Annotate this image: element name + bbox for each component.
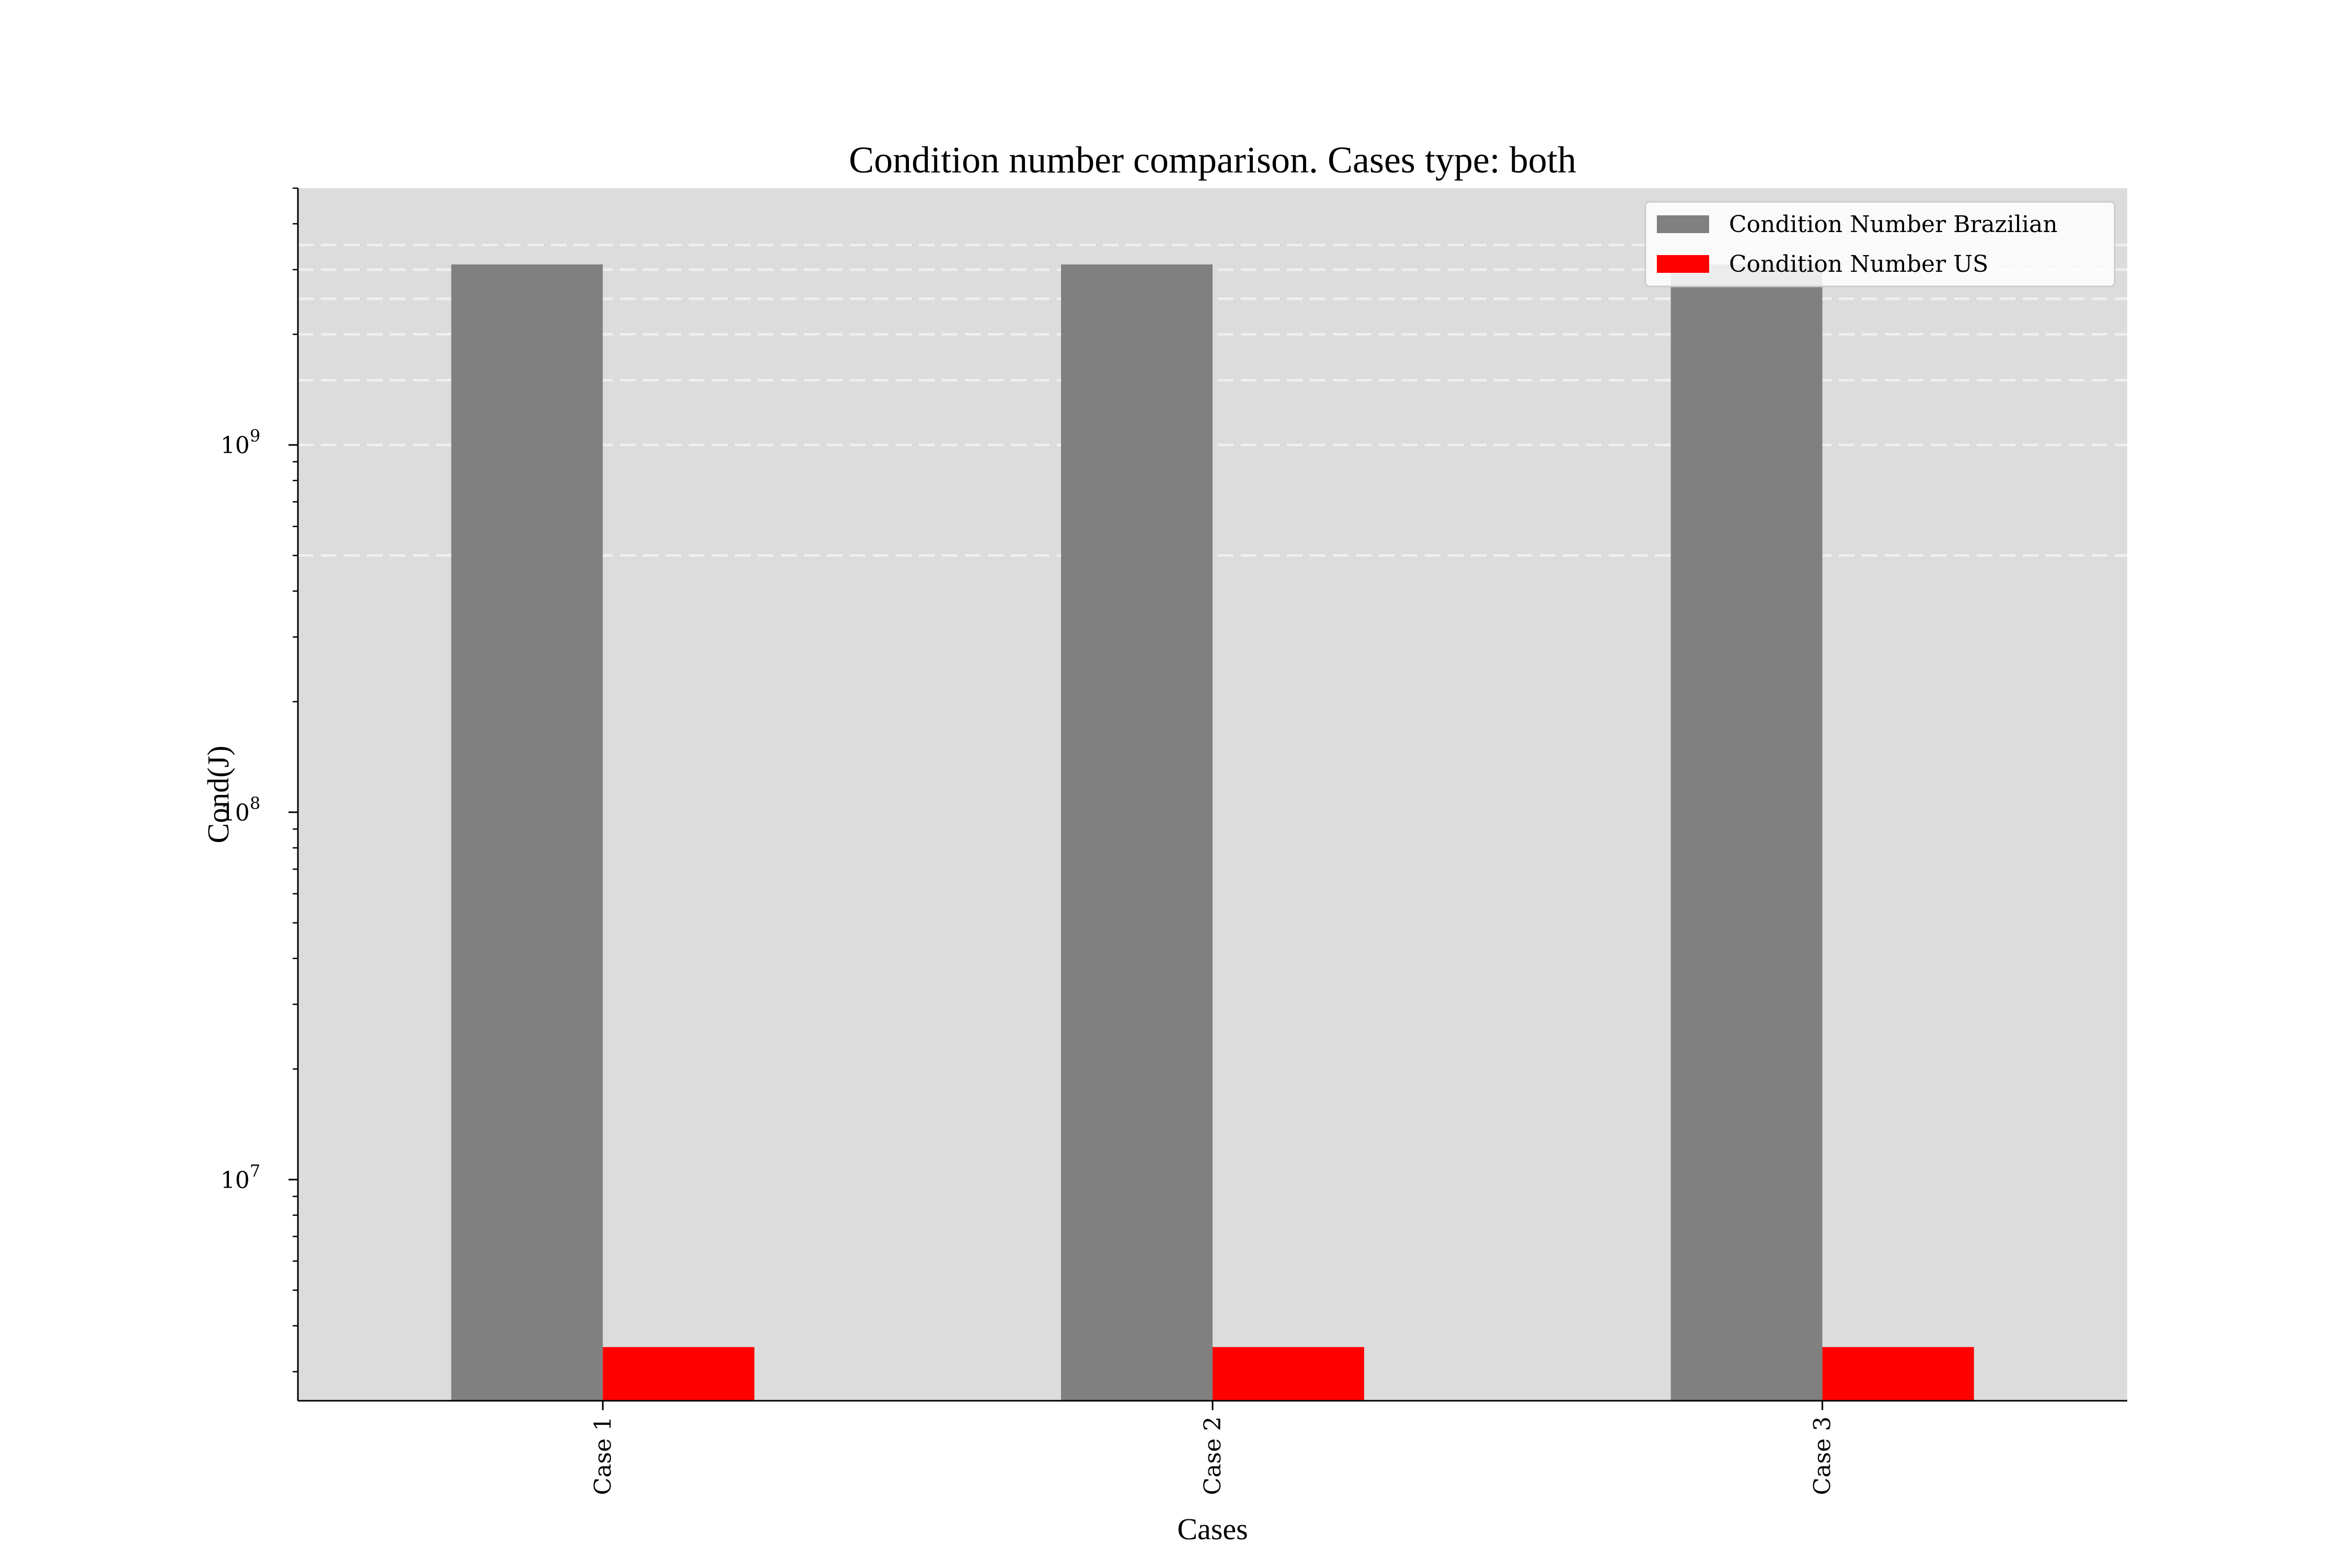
legend-box	[1644, 201, 2116, 287]
bar-us-case-1	[603, 1347, 755, 1401]
legend: Condition Number Brazilian Condition Numb…	[1644, 201, 2116, 287]
y-tick-exponent: 8	[250, 793, 260, 813]
y-tick-label: 109	[221, 426, 260, 459]
bar-us-case-2	[1213, 1347, 1364, 1401]
y-tick-base: 10	[221, 1167, 250, 1194]
y-tick-exponent: 7	[250, 1161, 260, 1181]
x-tick-label: Case 1	[590, 1416, 616, 1495]
x-tick-label: Case 3	[1809, 1416, 1836, 1495]
y-axis-label: Cond(J)	[201, 746, 235, 844]
y-tick-label: 108	[221, 793, 260, 826]
x-ticks: Case 1 Case 2 Case 3	[590, 1401, 1836, 1495]
legend-swatch-brazilian	[1657, 215, 1709, 233]
bar-brazilian-case-1	[451, 264, 603, 1401]
y-tick-base: 10	[221, 432, 250, 459]
x-tick-label: Case 2	[1200, 1416, 1226, 1495]
y-tick-exponent: 9	[250, 426, 260, 446]
legend-label-brazilian: Condition Number Brazilian	[1729, 211, 2058, 238]
bar-brazilian-case-3	[1670, 264, 1823, 1401]
legend-swatch-us	[1657, 255, 1709, 273]
x-axis-label: Cases	[1177, 1512, 1248, 1546]
bars	[451, 264, 1974, 1401]
bar-us-case-3	[1822, 1347, 1974, 1401]
bar-brazilian-case-2	[1061, 264, 1213, 1401]
chart-title: Condition number comparison. Cases type:…	[849, 139, 1576, 181]
legend-label-us: Condition Number US	[1729, 251, 1988, 278]
y-tick-base: 10	[221, 800, 250, 826]
y-tick-label: 107	[221, 1161, 260, 1194]
